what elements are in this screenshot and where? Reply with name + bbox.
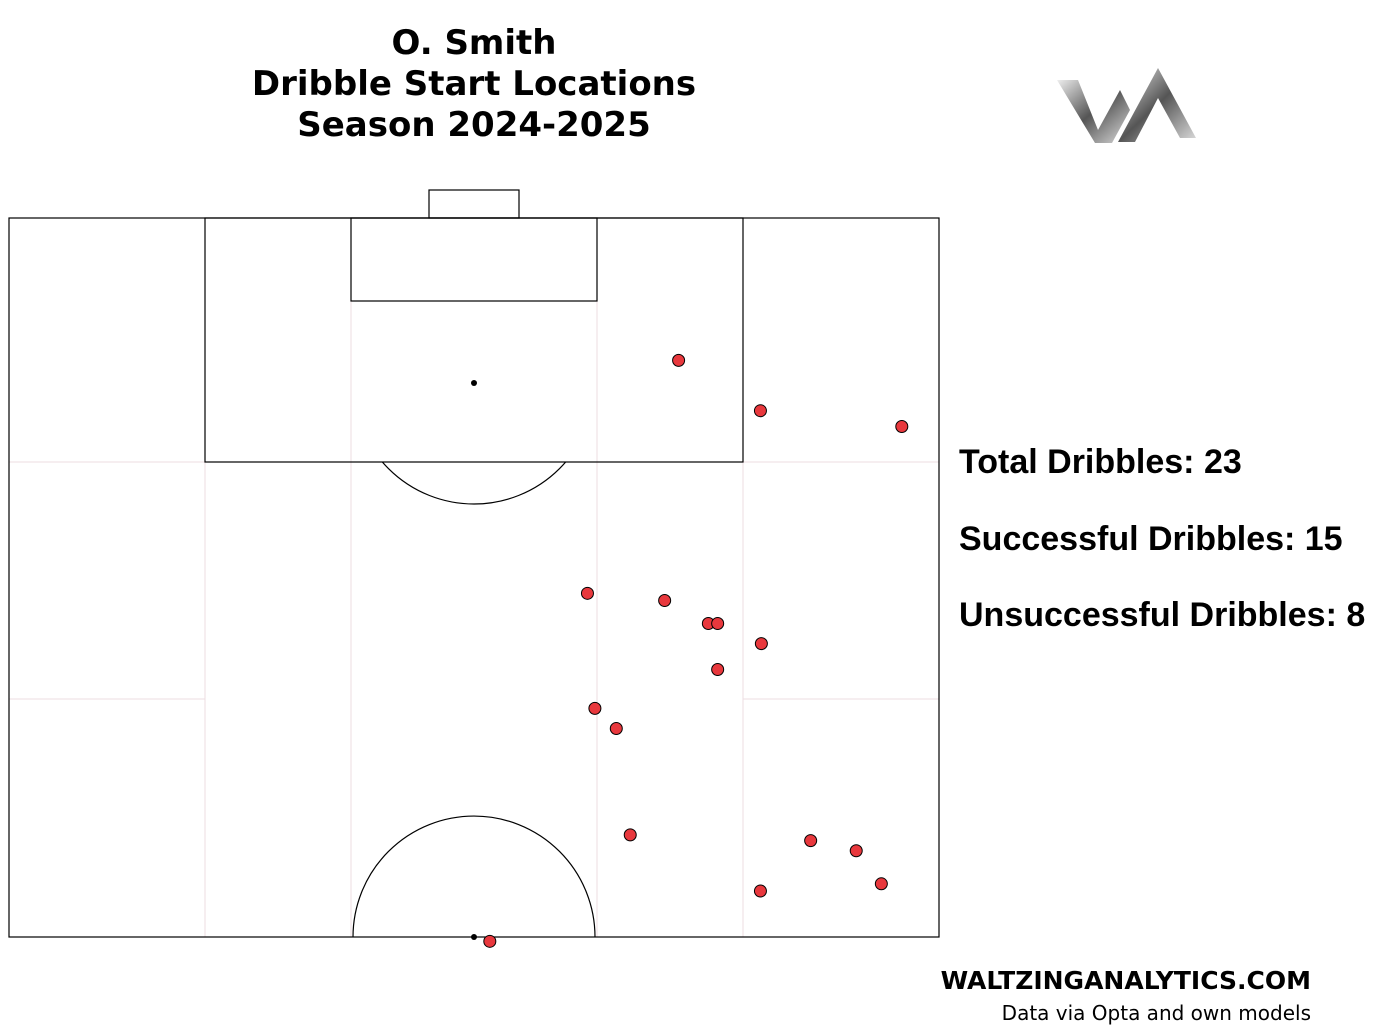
dribble-point xyxy=(804,834,818,848)
dribble-point xyxy=(658,594,672,608)
footer-source: Data via Opta and own models xyxy=(1002,1001,1311,1025)
dribble-point xyxy=(623,828,637,842)
dribble-point xyxy=(588,701,602,715)
footer-site: WALTZINGANALYTICS.COM xyxy=(941,966,1311,995)
dribble-point xyxy=(483,934,497,948)
dribble-point xyxy=(754,637,768,651)
dribble-point xyxy=(753,884,767,898)
dribble-point xyxy=(874,877,888,891)
title-line: O. Smith xyxy=(392,23,557,63)
dribble-point xyxy=(580,586,594,600)
stat-text: Unsuccessful Dribbles: 8 xyxy=(959,596,1365,634)
pitch xyxy=(8,189,940,940)
dribble-point xyxy=(711,617,725,631)
stat-text: Successful Dribbles: 15 xyxy=(959,520,1343,558)
dribble-point xyxy=(711,663,725,677)
dribble-point xyxy=(753,404,767,418)
dribble-point xyxy=(895,420,909,434)
logo xyxy=(1057,68,1196,143)
title-line: Dribble Start Locations xyxy=(252,64,696,104)
stat-text: Total Dribbles: 23 xyxy=(959,443,1242,481)
dribble-point xyxy=(609,721,623,735)
dribble-point xyxy=(849,844,863,858)
dribble-point xyxy=(672,353,686,367)
title-line: Season 2024-2025 xyxy=(297,105,651,145)
